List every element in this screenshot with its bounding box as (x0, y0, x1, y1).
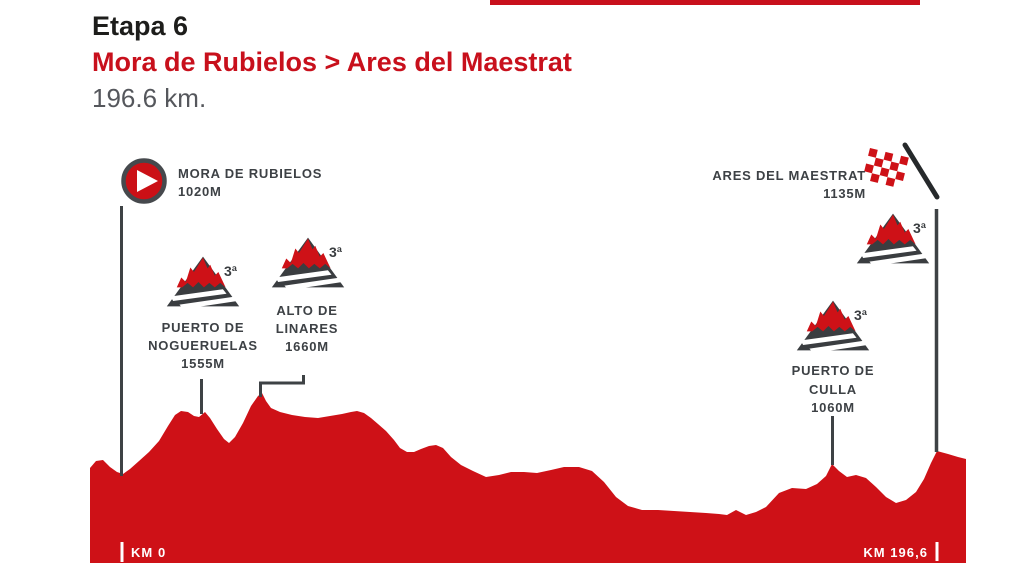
elevation-area (90, 393, 966, 563)
km-end-label: KM 196,6 (863, 545, 928, 560)
climb-category-linares: 3ª (329, 244, 343, 260)
climb-category-ares: 3ª (913, 220, 927, 236)
km-start-label: KM 0 (131, 545, 167, 560)
finish-altitude: 1135M (823, 186, 866, 201)
start-altitude: 1020M (178, 184, 222, 199)
climb-label-culla: PUERTO DE CULLA 1060M (781, 361, 885, 417)
stage-route: Mora de Rubielos > Ares del Maestrat (92, 47, 572, 77)
climb-altitude: 1555M (181, 356, 225, 371)
climb-name: PUERTO DE CULLA (791, 363, 875, 397)
climb-label-nogueruelas: PUERTO DE NOGUERUELAS 1555M (140, 319, 266, 373)
start-label: MORA DE RUBIELOS 1020M (178, 165, 322, 201)
climb-name: PUERTO DE NOGUERUELAS (148, 320, 258, 353)
stage-header: Etapa 6 Mora de Rubielos > Ares del Maes… (92, 8, 572, 116)
flag-pole (902, 142, 940, 200)
climb-category-nogueruelas: 3ª (224, 263, 238, 279)
climb-name: ALTO DE LINARES (275, 303, 339, 336)
finish-label: ARES DEL MAESTRAT 1135M (712, 167, 866, 203)
finish-flag-icon (864, 148, 909, 187)
climb-connector-linares (259, 375, 305, 397)
start-play-icon (121, 158, 167, 204)
stage-distance: 196.6 km. (92, 83, 207, 113)
stage-title: Etapa 6 (92, 11, 189, 41)
climb-label-linares: ALTO DE LINARES 1660M (259, 302, 355, 356)
climb-altitude: 1660M (285, 339, 329, 354)
climb-category-culla: 3ª (854, 307, 868, 323)
climb-altitude: 1060M (811, 400, 855, 415)
top-accent-bar (490, 0, 920, 5)
finish-name: ARES DEL MAESTRAT (712, 168, 866, 183)
start-name: MORA DE RUBIELOS (178, 166, 323, 181)
